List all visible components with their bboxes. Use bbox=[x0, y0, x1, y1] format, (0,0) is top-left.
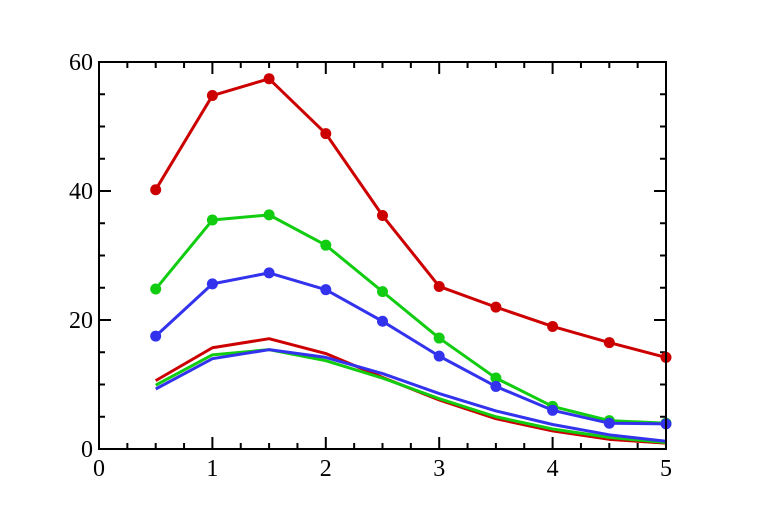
y-tick-label: 20 bbox=[69, 308, 93, 334]
x-tick-label: 2 bbox=[320, 456, 332, 482]
data-point bbox=[150, 283, 162, 295]
plot-frame bbox=[98, 61, 667, 450]
y-tick-label: 60 bbox=[69, 50, 93, 76]
data-point bbox=[263, 73, 275, 85]
data-point bbox=[490, 380, 502, 392]
x-tick-label: 4 bbox=[547, 456, 559, 482]
series-line bbox=[154, 271, 667, 426]
data-point bbox=[490, 372, 502, 384]
data-point bbox=[377, 315, 388, 327]
y-tick-label: 40 bbox=[69, 179, 93, 205]
data-point bbox=[206, 90, 218, 102]
data-point bbox=[320, 128, 332, 140]
data-point bbox=[320, 284, 332, 296]
data-point bbox=[320, 239, 332, 251]
series-line bbox=[154, 77, 667, 359]
series-line bbox=[154, 348, 667, 443]
data-point bbox=[263, 209, 275, 221]
series-5 bbox=[154, 348, 667, 445]
series-3 bbox=[150, 267, 672, 430]
x-tick-label: 3 bbox=[433, 456, 445, 482]
series-line bbox=[154, 348, 667, 445]
data-point bbox=[433, 280, 445, 292]
series-line bbox=[154, 213, 667, 425]
series-6 bbox=[154, 348, 667, 443]
data-point bbox=[150, 184, 162, 196]
data-point bbox=[377, 286, 388, 298]
x-tick-label: 1 bbox=[206, 456, 218, 482]
y-tick-label: 0 bbox=[81, 437, 93, 463]
x-tick-label: 0 bbox=[93, 456, 105, 482]
data-point bbox=[433, 350, 445, 362]
series-2 bbox=[150, 209, 672, 429]
data-point bbox=[206, 278, 218, 290]
data-point bbox=[547, 404, 559, 416]
data-point bbox=[263, 267, 275, 279]
series-layer bbox=[150, 73, 672, 445]
data-point bbox=[150, 330, 162, 342]
data-point bbox=[547, 320, 559, 332]
data-point bbox=[377, 210, 388, 222]
x-tick-label: 5 bbox=[660, 456, 672, 482]
data-point bbox=[433, 332, 445, 344]
data-point bbox=[490, 301, 502, 313]
data-point bbox=[206, 214, 218, 226]
data-point bbox=[603, 337, 615, 349]
data-point bbox=[603, 417, 615, 429]
tick-labels: 0 1 2 3 4 5 0 20 40 60 bbox=[69, 50, 672, 482]
